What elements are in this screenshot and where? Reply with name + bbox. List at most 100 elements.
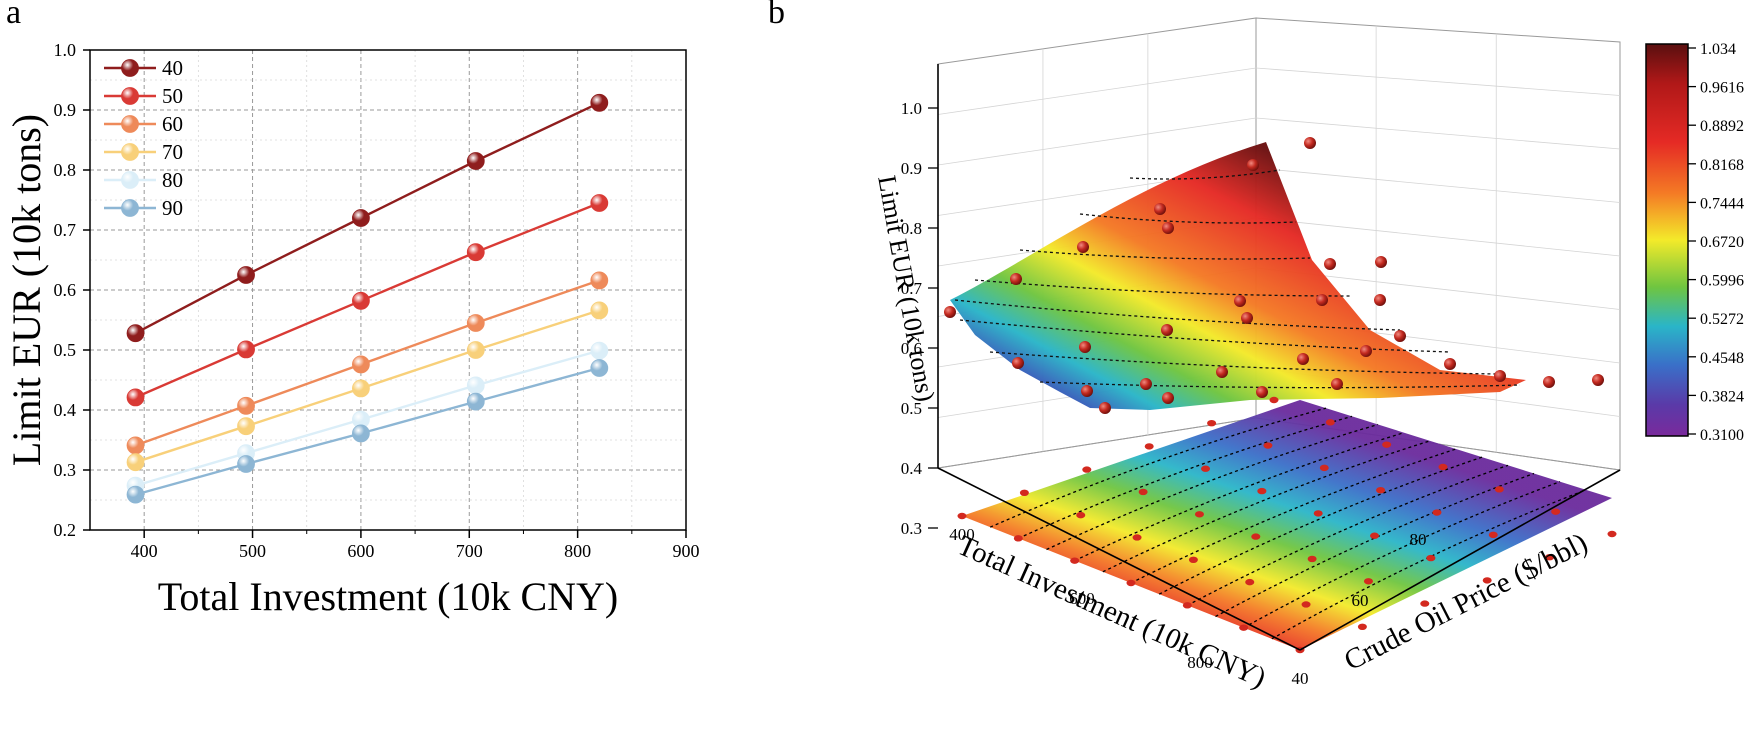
colorbar-tick-label: 1.034 [1700, 41, 1736, 58]
surface-point [1324, 258, 1336, 270]
upper-contour-line [1079, 213, 1297, 224]
panel-label-b: b [768, 0, 785, 31]
floor-point [1138, 488, 1148, 496]
legend-label: 50 [162, 84, 183, 108]
y-tick-label: 0.2 [54, 520, 77, 540]
floor-point [1263, 442, 1273, 449]
series-50 [126, 194, 609, 407]
y-tick-label: 0.5 [54, 340, 77, 360]
floor-point [1432, 509, 1442, 516]
surface-point [1374, 294, 1386, 306]
back-grid-line [1255, 367, 1621, 417]
data-point [126, 453, 145, 472]
surface-point [1012, 357, 1024, 369]
data-points [944, 137, 1617, 654]
data-point [466, 392, 485, 411]
upper-surface [950, 142, 1526, 410]
colorbar-tick-label: 0.3100 [1700, 427, 1744, 444]
surface-point [1331, 378, 1343, 390]
x-axis-title-3d: Total Investment (10k CNY) [953, 529, 1271, 694]
y-axis-title-3d: Crude Oil Price ($/bbl) [1339, 527, 1592, 677]
floor-point [1426, 554, 1436, 562]
back-grid-line [937, 267, 1257, 317]
colorbar-tick-label: 0.4548 [1700, 350, 1744, 367]
surface-point [944, 306, 956, 318]
floor-point [1269, 396, 1279, 404]
floor-contour-line [1271, 489, 1587, 640]
data-point [466, 152, 485, 170]
legend-marker [121, 59, 139, 77]
floor-contours [989, 407, 1587, 640]
data-point [237, 396, 255, 415]
legend-label: 60 [162, 112, 183, 136]
legend-item: 80 [104, 168, 183, 192]
data-point [352, 209, 370, 227]
y3d-tick-label: 60 [1352, 591, 1369, 610]
z-tick-label: 0.9 [901, 159, 922, 178]
surface-point [1297, 353, 1309, 365]
floor-point [1494, 486, 1504, 493]
data-point [126, 388, 145, 407]
data-point [466, 314, 485, 332]
data-point [126, 485, 145, 504]
back-grid-line [1255, 267, 1621, 310]
floor-point [1207, 420, 1217, 427]
floor-contour-line [1074, 432, 1405, 562]
back-grid-line [937, 367, 1257, 418]
colorbar-tick-label: 0.6720 [1700, 234, 1744, 251]
data-point [352, 424, 370, 443]
data-point [590, 301, 609, 320]
data-point [352, 379, 370, 398]
x-tick-label: 900 [673, 541, 700, 561]
floor-contour-line [1215, 472, 1535, 618]
surface-point [1394, 330, 1406, 342]
back-grid-line [937, 217, 1257, 267]
data-point [590, 341, 609, 360]
floor-point [1301, 601, 1311, 608]
floor-point [1188, 556, 1198, 563]
3d-tick-labels: 0.3 0.4 0.5 0.6 0.7 0.8 0.9 1.0 400 600 800 40 60 80 [901, 99, 1427, 688]
colorbar-tick-label: 0.5272 [1700, 311, 1744, 328]
data-point [466, 376, 485, 395]
floor-point [1488, 531, 1498, 539]
floor-surface [962, 400, 1612, 650]
floor-point [1182, 602, 1192, 609]
y-tick-label: 1.0 [54, 40, 77, 60]
z-tick-label: 0.6 [901, 339, 922, 358]
floor-point [1239, 624, 1249, 631]
surface-point [1592, 374, 1604, 386]
back-grid-line [1255, 317, 1621, 364]
z-tick-label: 0.8 [901, 219, 922, 238]
legend-item: 40 [104, 56, 183, 80]
surface-point [1316, 294, 1328, 306]
floor-point [1144, 443, 1154, 450]
floor-point [1082, 466, 1092, 473]
legend-label: 70 [162, 140, 183, 164]
floor-point [1295, 646, 1305, 654]
y-tick-label: 0.8 [54, 160, 77, 180]
floor-point [1376, 487, 1386, 494]
floor-point [1245, 578, 1255, 586]
line-chart: 400 500 600 700 800 900 0.2 0.3 0.4 0.5 0.6 0.7 0.8 0… [4, 40, 700, 619]
colorbar-tick-label: 0.9616 [1700, 80, 1744, 97]
z-tick-label: 1.0 [901, 99, 922, 118]
floor-contour-line [989, 407, 1327, 528]
floor-point [1019, 489, 1029, 496]
colorbar-tick-label: 0.7444 [1700, 195, 1744, 212]
upper-contour-line [1039, 381, 1521, 389]
surface-point [1247, 159, 1259, 171]
legend-item: 60 [104, 112, 183, 136]
data-point [466, 341, 485, 359]
data-point [237, 340, 255, 359]
series-group [126, 93, 609, 504]
floor-contour-line [1130, 448, 1457, 584]
upper-contour-line [1129, 169, 1281, 180]
legend-label: 40 [162, 56, 183, 80]
legend-item: 70 [104, 140, 183, 164]
floor-point [1551, 508, 1561, 515]
series-60 [126, 271, 609, 455]
y3d-tick-label: 80 [1410, 530, 1427, 549]
floor-contour-line [1158, 456, 1483, 595]
surface-point [1099, 402, 1111, 414]
floor-point [1201, 465, 1211, 472]
